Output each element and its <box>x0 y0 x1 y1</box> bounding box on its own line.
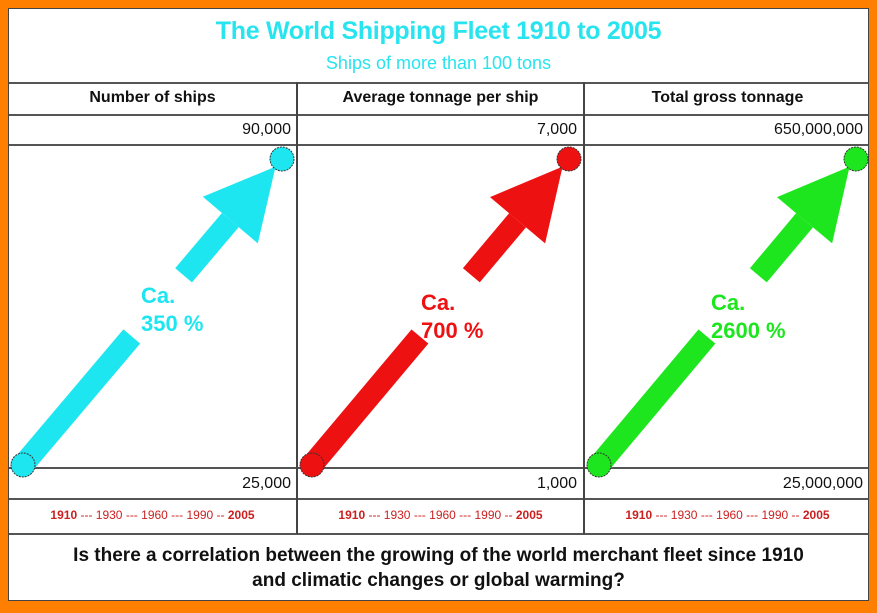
year-tick: 1960 <box>716 508 743 522</box>
year-tick: 1910 <box>338 508 366 522</box>
divider <box>9 467 868 469</box>
arrow-shaft <box>14 212 239 473</box>
year-axis: 1910 --- 1930 --- 1960 --- 1990 -- 2005 <box>625 508 830 522</box>
year-tick: 1960 <box>429 508 456 522</box>
arrow-head <box>776 166 850 244</box>
chart-subtitle: Ships of more than 100 tons <box>325 53 552 73</box>
start-value-label: 25,000,000 <box>782 475 863 492</box>
year-tick: 2005 <box>802 508 830 522</box>
chart-title: The World Shipping Fleet 1910 to 2005 <box>215 17 662 45</box>
year-tick: 1990 <box>761 508 789 522</box>
divider <box>9 144 868 146</box>
column-divider <box>296 82 298 534</box>
start-value-label: 1,000 <box>536 475 577 492</box>
arrow-head <box>489 166 563 244</box>
start-point <box>299 452 325 478</box>
start-value-label: 25,000 <box>242 475 291 492</box>
arrow-gap <box>121 266 195 346</box>
start-point <box>10 452 36 478</box>
year-tick: 1930 <box>95 508 123 522</box>
arrow-shaft <box>303 213 526 473</box>
year-axis: 1910 --- 1930 --- 1960 --- 1990 -- 2005 <box>338 508 543 522</box>
divider <box>9 114 868 116</box>
year-tick: 1910 <box>625 508 653 522</box>
year-tick: 1990 <box>186 508 214 522</box>
year-tick: 2005 <box>227 508 255 522</box>
column-divider <box>583 82 585 534</box>
end-value-label: 7,000 <box>536 121 577 138</box>
chart-frame: The World Shipping Fleet 1910 to 2005 Sh… <box>8 8 869 601</box>
header-total-tonnage: Total gross tonnage <box>651 89 804 106</box>
year-tick: 1910 <box>50 508 78 522</box>
end-point <box>269 146 295 172</box>
end-point <box>843 146 869 172</box>
divider <box>9 498 868 500</box>
start-point <box>586 452 612 478</box>
year-tick: 1930 <box>670 508 698 522</box>
year-tick: 1930 <box>383 508 411 522</box>
header-number-of-ships: Number of ships <box>89 89 216 106</box>
arrow-gap <box>409 266 483 346</box>
footer-question: Is there a correlation between the growi… <box>73 545 804 591</box>
year-axis: 1910 --- 1930 --- 1960 --- 1990 -- 2005 <box>50 508 255 522</box>
divider <box>9 82 868 84</box>
year-tick: 1990 <box>474 508 502 522</box>
arrow-gap <box>696 266 770 346</box>
growth-annotation: Ca. 350 % <box>141 283 204 336</box>
divider <box>9 533 868 535</box>
growth-annotation: Ca. 2600 % <box>711 290 786 343</box>
header-average-tonnage: Average tonnage per ship <box>342 89 539 106</box>
end-point <box>556 146 582 172</box>
year-tick: 2005 <box>515 508 543 522</box>
growth-arrows <box>10 146 869 478</box>
year-tick: 1960 <box>141 508 168 522</box>
growth-annotation: Ca. 700 % <box>421 290 484 343</box>
arrow-head <box>202 166 276 244</box>
end-value-label: 90,000 <box>242 121 291 138</box>
end-value-label: 650,000,000 <box>774 121 863 138</box>
